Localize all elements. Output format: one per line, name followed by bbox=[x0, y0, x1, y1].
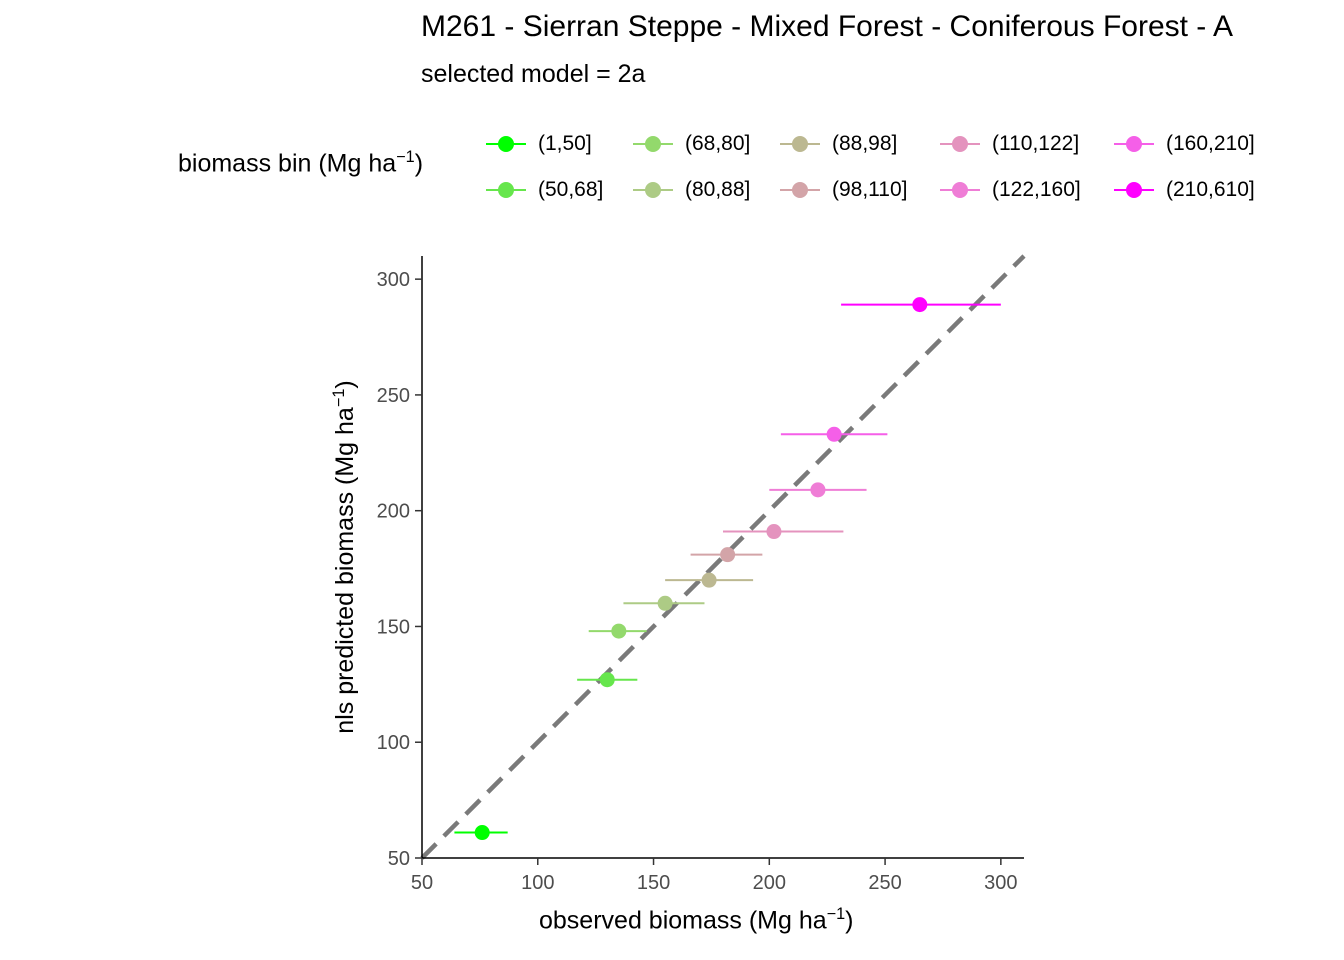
x-tick-label-4: 250 bbox=[868, 872, 901, 894]
legend-item-1: (50,68] bbox=[484, 175, 603, 205]
legend-label-1: (50,68] bbox=[538, 178, 604, 201]
legend-label-2: (68,80] bbox=[685, 132, 751, 155]
legend-label-4: (88,98] bbox=[832, 132, 898, 155]
legend-key-1 bbox=[484, 175, 528, 205]
legend-item-2: (68,80] bbox=[631, 129, 750, 159]
y-tick-label-0: 50 bbox=[388, 848, 410, 870]
legend-label-6: (110,122] bbox=[992, 132, 1080, 155]
y-tick-label-2: 150 bbox=[377, 616, 410, 638]
y-tick-label-5: 300 bbox=[377, 269, 410, 291]
legend-label-8: (160,210] bbox=[1166, 132, 1255, 155]
legend-item-0: (1,50] bbox=[484, 129, 592, 159]
legend-label-9: (210,610] bbox=[1166, 178, 1255, 201]
data-point-7 bbox=[810, 482, 826, 498]
legend-item-3: (80,88] bbox=[631, 175, 750, 205]
legend-key-6 bbox=[938, 129, 982, 159]
legend-key-5 bbox=[778, 175, 822, 205]
y-tick-label-1: 100 bbox=[377, 732, 410, 754]
data-point-5 bbox=[720, 547, 736, 563]
legend-label-3: (80,88] bbox=[685, 178, 751, 201]
legend-item-6: (110,122] bbox=[938, 129, 1079, 159]
legend-label-0: (1,50] bbox=[538, 132, 592, 155]
legend-key-4 bbox=[778, 129, 822, 159]
legend-key-9 bbox=[1112, 175, 1156, 205]
legend-key-3 bbox=[631, 175, 675, 205]
legend-key-8 bbox=[1112, 129, 1156, 159]
chart-title: M261 - Sierran Steppe - Mixed Forest - C… bbox=[421, 10, 1233, 43]
legend-item-9: (210,610] bbox=[1112, 175, 1255, 205]
x-tick-label-2: 150 bbox=[637, 872, 670, 894]
legend-title: biomass bin (Mg ha−1) bbox=[178, 148, 424, 178]
data-point-8 bbox=[826, 426, 842, 442]
data-point-9 bbox=[912, 297, 928, 313]
data-point-0 bbox=[474, 825, 490, 841]
legend-label-7: (122,160] bbox=[992, 178, 1081, 201]
reference-line bbox=[420, 254, 1026, 860]
y-axis-label: nls predicted biomass (Mg ha−1) bbox=[329, 380, 360, 734]
chart-subtitle: selected model = 2a bbox=[421, 60, 646, 88]
data-point-1 bbox=[599, 672, 615, 688]
legend-label-5: (98,110] bbox=[832, 178, 908, 201]
x-axis-label: observed biomass (Mg ha−1) bbox=[539, 905, 854, 935]
legend-item-4: (88,98] bbox=[778, 129, 897, 159]
x-tick-label-0: 50 bbox=[411, 872, 433, 894]
y-tick-label-3: 200 bbox=[377, 501, 410, 523]
data-point-3 bbox=[657, 595, 673, 611]
y-tick-label-4: 250 bbox=[377, 385, 410, 407]
legend-key-7 bbox=[938, 175, 982, 205]
x-tick-label-5: 300 bbox=[984, 872, 1017, 894]
legend-item-8: (160,210] bbox=[1112, 129, 1255, 159]
data-point-6 bbox=[766, 524, 782, 540]
legend-item-5: (98,110] bbox=[778, 175, 908, 205]
legend-item-7: (122,160] bbox=[938, 175, 1081, 205]
x-tick-label-1: 100 bbox=[521, 872, 554, 894]
legend-key-2 bbox=[631, 129, 675, 159]
data-point-4 bbox=[701, 572, 717, 588]
data-point-2 bbox=[611, 623, 627, 639]
legend-key-0 bbox=[484, 129, 528, 159]
x-tick-label-3: 200 bbox=[753, 872, 786, 894]
